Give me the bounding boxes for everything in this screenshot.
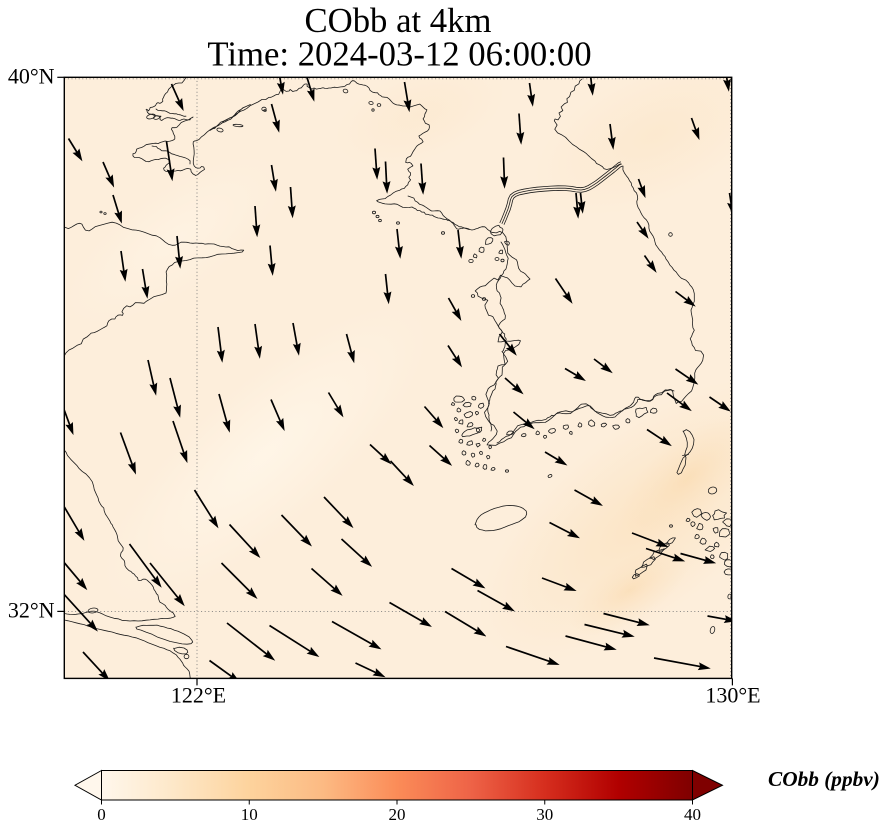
svg-text:0: 0 (97, 805, 106, 824)
svg-text:130°E: 130°E (705, 682, 760, 707)
svg-text:32°N: 32°N (8, 598, 55, 623)
svg-text:Time: 2024-03-12 06:00:00: Time: 2024-03-12 06:00:00 (207, 34, 591, 73)
svg-text:30: 30 (536, 805, 553, 824)
svg-text:40°N: 40°N (8, 64, 55, 89)
svg-text:CObb at 4km: CObb at 4km (305, 1, 492, 40)
svg-text:40: 40 (684, 805, 701, 824)
svg-text:10: 10 (241, 805, 258, 824)
svg-text:20: 20 (389, 805, 406, 824)
svg-text:CObb (ppbv): CObb (ppbv) (768, 767, 880, 791)
svg-text:122°E: 122°E (171, 682, 226, 707)
